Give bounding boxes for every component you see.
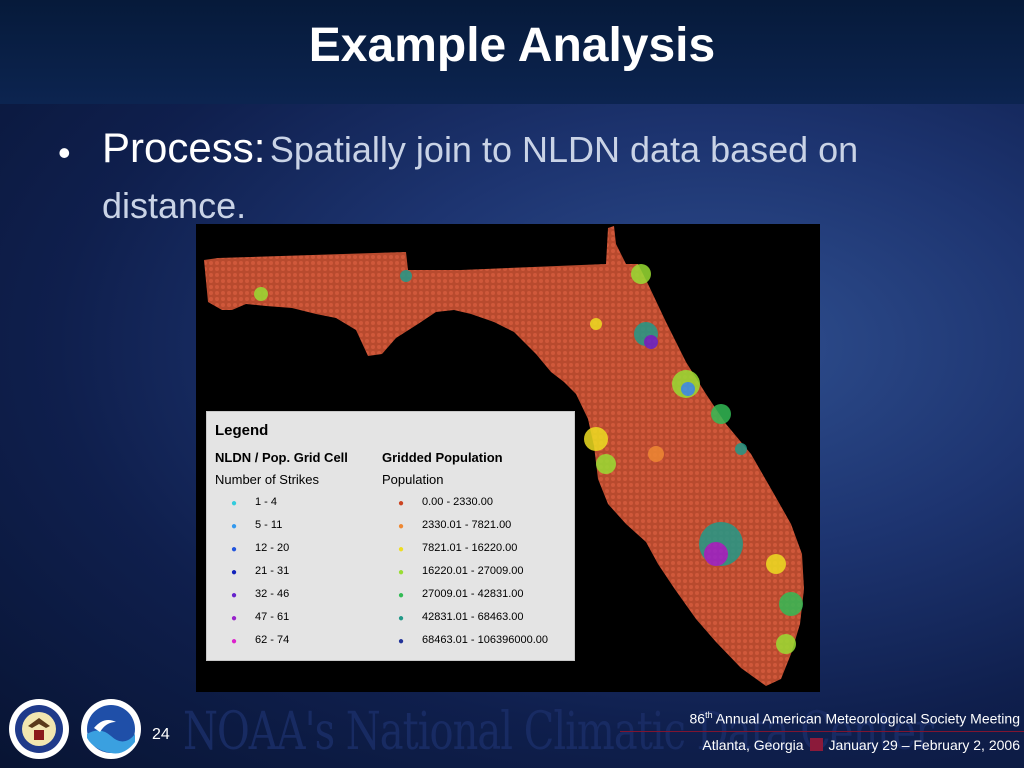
legend-item-label: 2330.01 - 7821.00 <box>422 519 512 531</box>
noaa-logo-icon <box>81 699 141 759</box>
legend-title: Legend <box>215 422 269 439</box>
legend-population-header: Gridded Population <box>382 450 503 465</box>
legend-item: ● 0.00 - 2330.00 <box>382 494 562 517</box>
map-legend: Legend NLDN / Pop. Grid Cell Number of S… <box>206 411 575 661</box>
department-of-commerce-seal-icon <box>9 699 69 759</box>
legend-population-column: Gridded Population Population ● 0.00 - 23… <box>382 450 562 655</box>
conference-title: Annual American Meteorological Society M… <box>715 710 1020 727</box>
legend-item: ● 27009.01 - 42831.00 <box>382 586 562 609</box>
legend-item-label: 7821.01 - 16220.00 <box>422 542 518 554</box>
legend-item-label: 68463.01 - 106396000.00 <box>422 634 549 646</box>
legend-item: ● 1 - 4 <box>215 494 395 517</box>
separator-square-icon <box>809 738 823 751</box>
legend-item-label: 27009.01 - 42831.00 <box>422 588 524 600</box>
legend-population-subheader: Population <box>382 472 444 487</box>
legend-item-label: 47 - 61 <box>255 611 290 623</box>
legend-item-label: 0.00 - 2330.00 <box>422 496 493 508</box>
legend-dot-icon: ● <box>398 613 405 624</box>
conference-ordinal: 86 <box>689 710 706 727</box>
bullet-text: Process: Spatially join to NLDN data bas… <box>102 124 962 238</box>
legend-item-label: 62 - 74 <box>255 634 290 646</box>
page-number: 24 <box>152 726 170 743</box>
bullet-dot-icon: • <box>58 132 71 173</box>
legend-item: ● 42831.01 - 68463.00 <box>382 609 562 632</box>
legend-item: ● 47 - 61 <box>215 609 395 632</box>
legend-item-label: 32 - 46 <box>255 588 290 600</box>
legend-dot-icon: ● <box>398 636 405 647</box>
legend-dot-icon: ● <box>398 521 405 532</box>
slide-title: Example Analysis <box>308 19 716 72</box>
legend-item-label: 12 - 20 <box>255 542 290 554</box>
legend-dot-icon: ● <box>231 521 238 532</box>
legend-dot-icon: ● <box>231 590 238 601</box>
legend-item: ● 21 - 31 <box>215 563 395 586</box>
legend-item: ● 5 - 11 <box>215 517 395 540</box>
legend-item: ● 32 - 46 <box>215 586 395 609</box>
legend-item: ● 68463.01 - 106396000.00 <box>382 632 562 655</box>
legend-item-label: 1 - 4 <box>255 496 278 508</box>
title-band <box>0 0 1024 104</box>
legend-item-label: 42831.01 - 68463.00 <box>422 611 524 623</box>
conference-location: Atlanta, Georgia <box>702 737 804 753</box>
legend-strikes-column: NLDN / Pop. Grid Cell Number of Strikes … <box>215 450 395 655</box>
legend-strikes-subheader: Number of Strikes <box>215 472 320 487</box>
legend-item: ● 16220.01 - 27009.00 <box>382 563 562 586</box>
conference-dates: January 29 – February 2, 2006 <box>828 737 1020 753</box>
legend-dot-icon: ● <box>398 567 405 578</box>
legend-strikes-header: NLDN / Pop. Grid Cell <box>215 450 348 465</box>
legend-item: ● 12 - 20 <box>215 540 395 563</box>
conference-details: Atlanta, Georgia January 29 – February 2,… <box>702 737 1020 753</box>
legend-item-label: 5 - 11 <box>255 519 283 531</box>
legend-item: ● 62 - 74 <box>215 632 395 655</box>
conference-name: 86th Annual American Meteorological Soci… <box>690 710 1021 727</box>
legend-item: ● 7821.01 - 16220.00 <box>382 540 562 563</box>
conference-ordinal-suffix: th <box>705 710 713 720</box>
bullet-label: Process: <box>102 124 266 171</box>
legend-dot-icon: ● <box>398 498 405 509</box>
legend-item-label: 16220.01 - 27009.00 <box>422 565 524 577</box>
legend-dot-icon: ● <box>398 590 405 601</box>
bullet-body: Spatially join to NLDN data based on dis… <box>102 129 859 226</box>
legend-dot-icon: ● <box>231 613 238 624</box>
legend-dot-icon: ● <box>231 567 238 578</box>
legend-item-label: 21 - 31 <box>255 565 290 577</box>
legend-dot-icon: ● <box>231 498 238 509</box>
legend-dot-icon: ● <box>398 544 405 555</box>
legend-dot-icon: ● <box>231 636 238 647</box>
legend-dot-icon: ● <box>231 544 238 555</box>
footer-divider <box>620 731 1024 732</box>
legend-item: ● 2330.01 - 7821.00 <box>382 517 562 540</box>
